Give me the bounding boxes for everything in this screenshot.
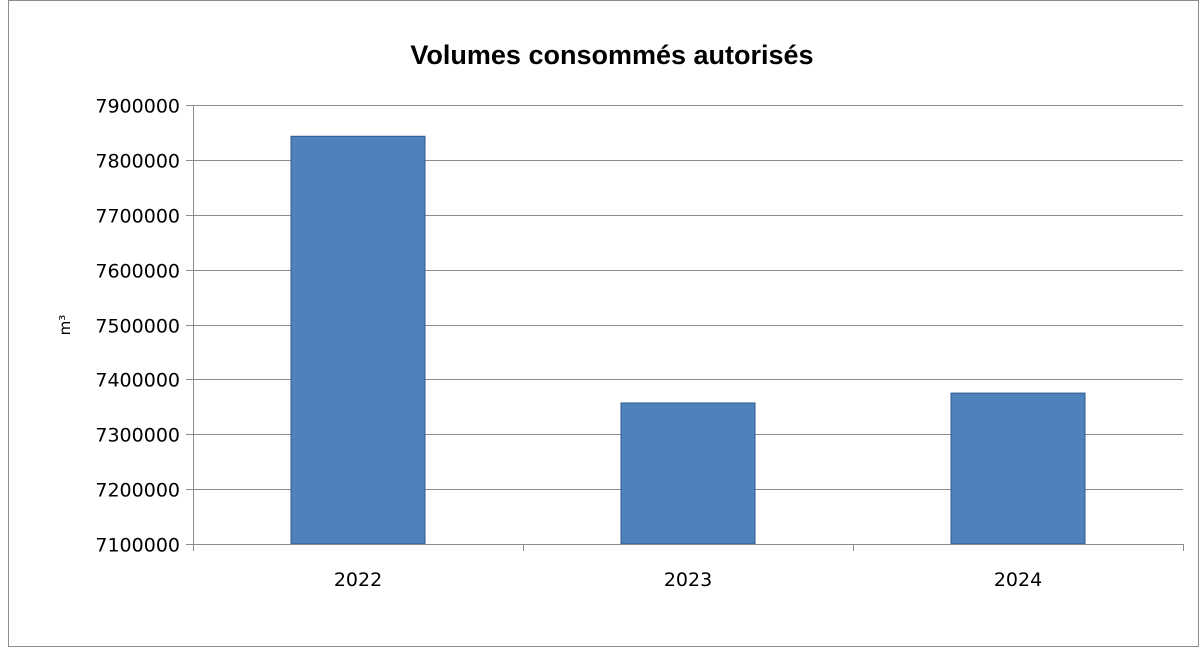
bar-2023 [620,402,756,545]
y-tick-label: 7200000 [95,480,180,502]
y-tick-label: 7700000 [95,206,180,228]
bars [290,135,1086,545]
y-tick-label: 7500000 [95,316,180,338]
tick-labels: 7100000 7200000 7300000 7400000 7500000 76000… [95,96,1042,592]
chart-title: Volumes consommés autorisés [410,40,814,70]
y-tick-label: 7900000 [95,96,180,118]
y-tick-label: 7800000 [95,151,180,173]
y-tick-label: 7300000 [95,425,180,447]
bar-2024 [950,392,1086,545]
y-tick-label: 7600000 [95,261,180,283]
x-tick-label: 2023 [664,569,712,591]
y-tick-label: 7100000 [95,535,180,557]
axes [186,105,1184,551]
x-tick-label: 2022 [334,569,382,591]
y-tick-label: 7400000 [95,370,180,392]
x-tick-label: 2024 [994,569,1042,591]
y-axis-title: m³ [56,315,74,336]
bar-2022 [290,135,426,545]
